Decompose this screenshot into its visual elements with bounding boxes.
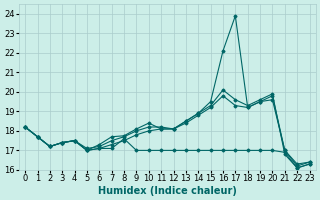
X-axis label: Humidex (Indice chaleur): Humidex (Indice chaleur) (98, 186, 237, 196)
